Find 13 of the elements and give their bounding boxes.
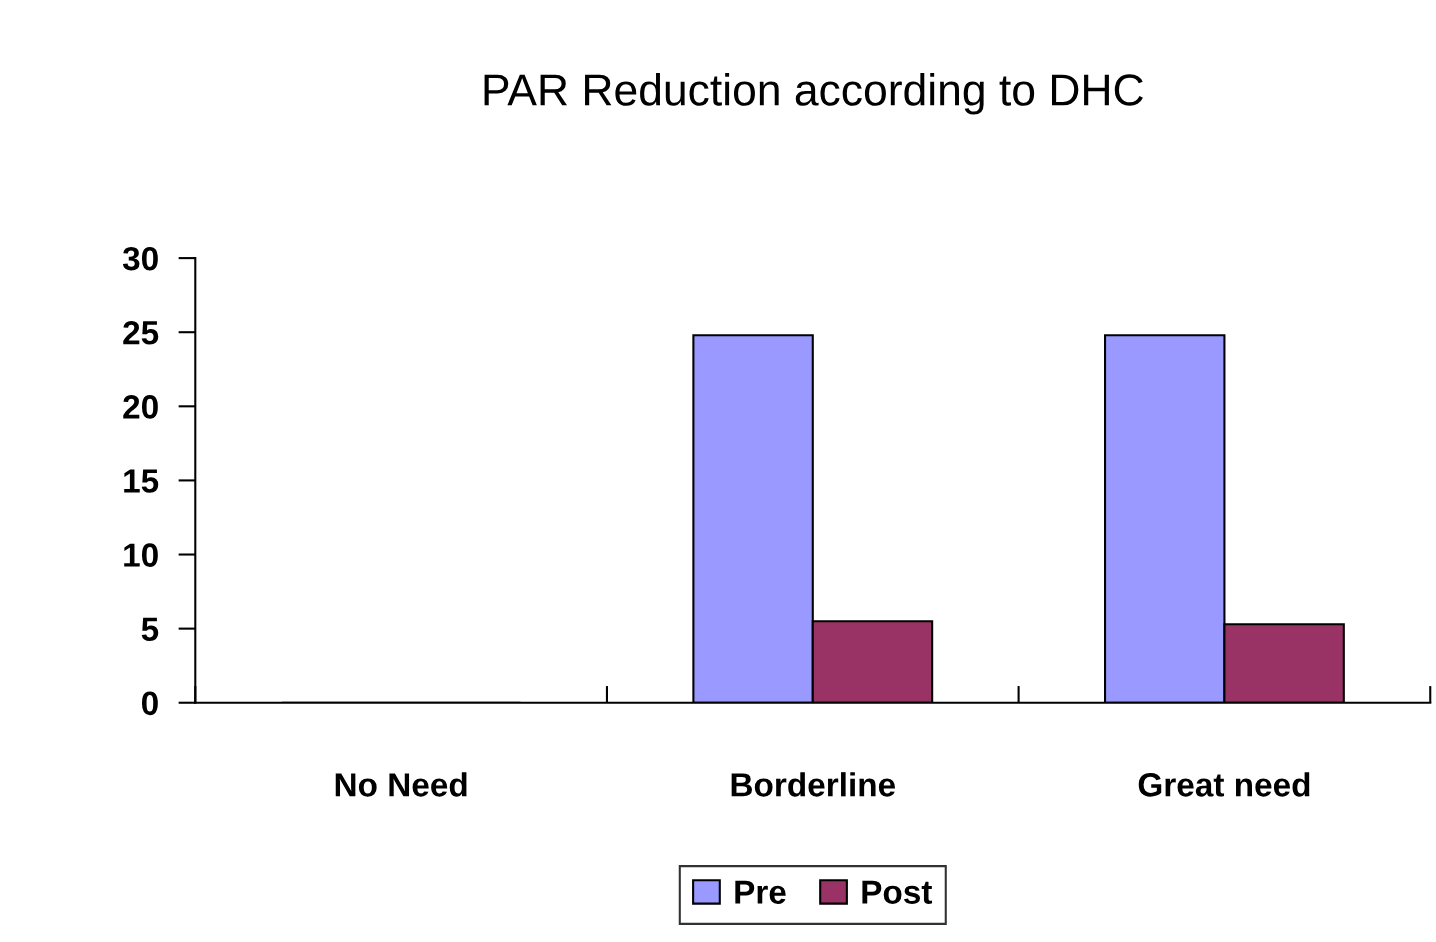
x-tick-label: Borderline xyxy=(731,772,895,797)
y-tick-label: 20 xyxy=(123,395,158,419)
y-tick-label: 0 xyxy=(141,691,158,716)
x-tick-label: No Need xyxy=(335,772,467,797)
legend-label: Post xyxy=(862,880,933,904)
y-tick-label: 30 xyxy=(122,246,158,271)
y-tick-label: 15 xyxy=(124,469,159,493)
chart-title: PAR Reduction according to DHC xyxy=(484,73,1143,115)
x-tick-label: Great need xyxy=(1138,772,1310,797)
y-tick-label: 10 xyxy=(124,543,158,567)
y-tick-label: 25 xyxy=(123,321,159,345)
y-tick-label: 5 xyxy=(141,617,159,642)
legend-label: Pre xyxy=(735,880,786,904)
